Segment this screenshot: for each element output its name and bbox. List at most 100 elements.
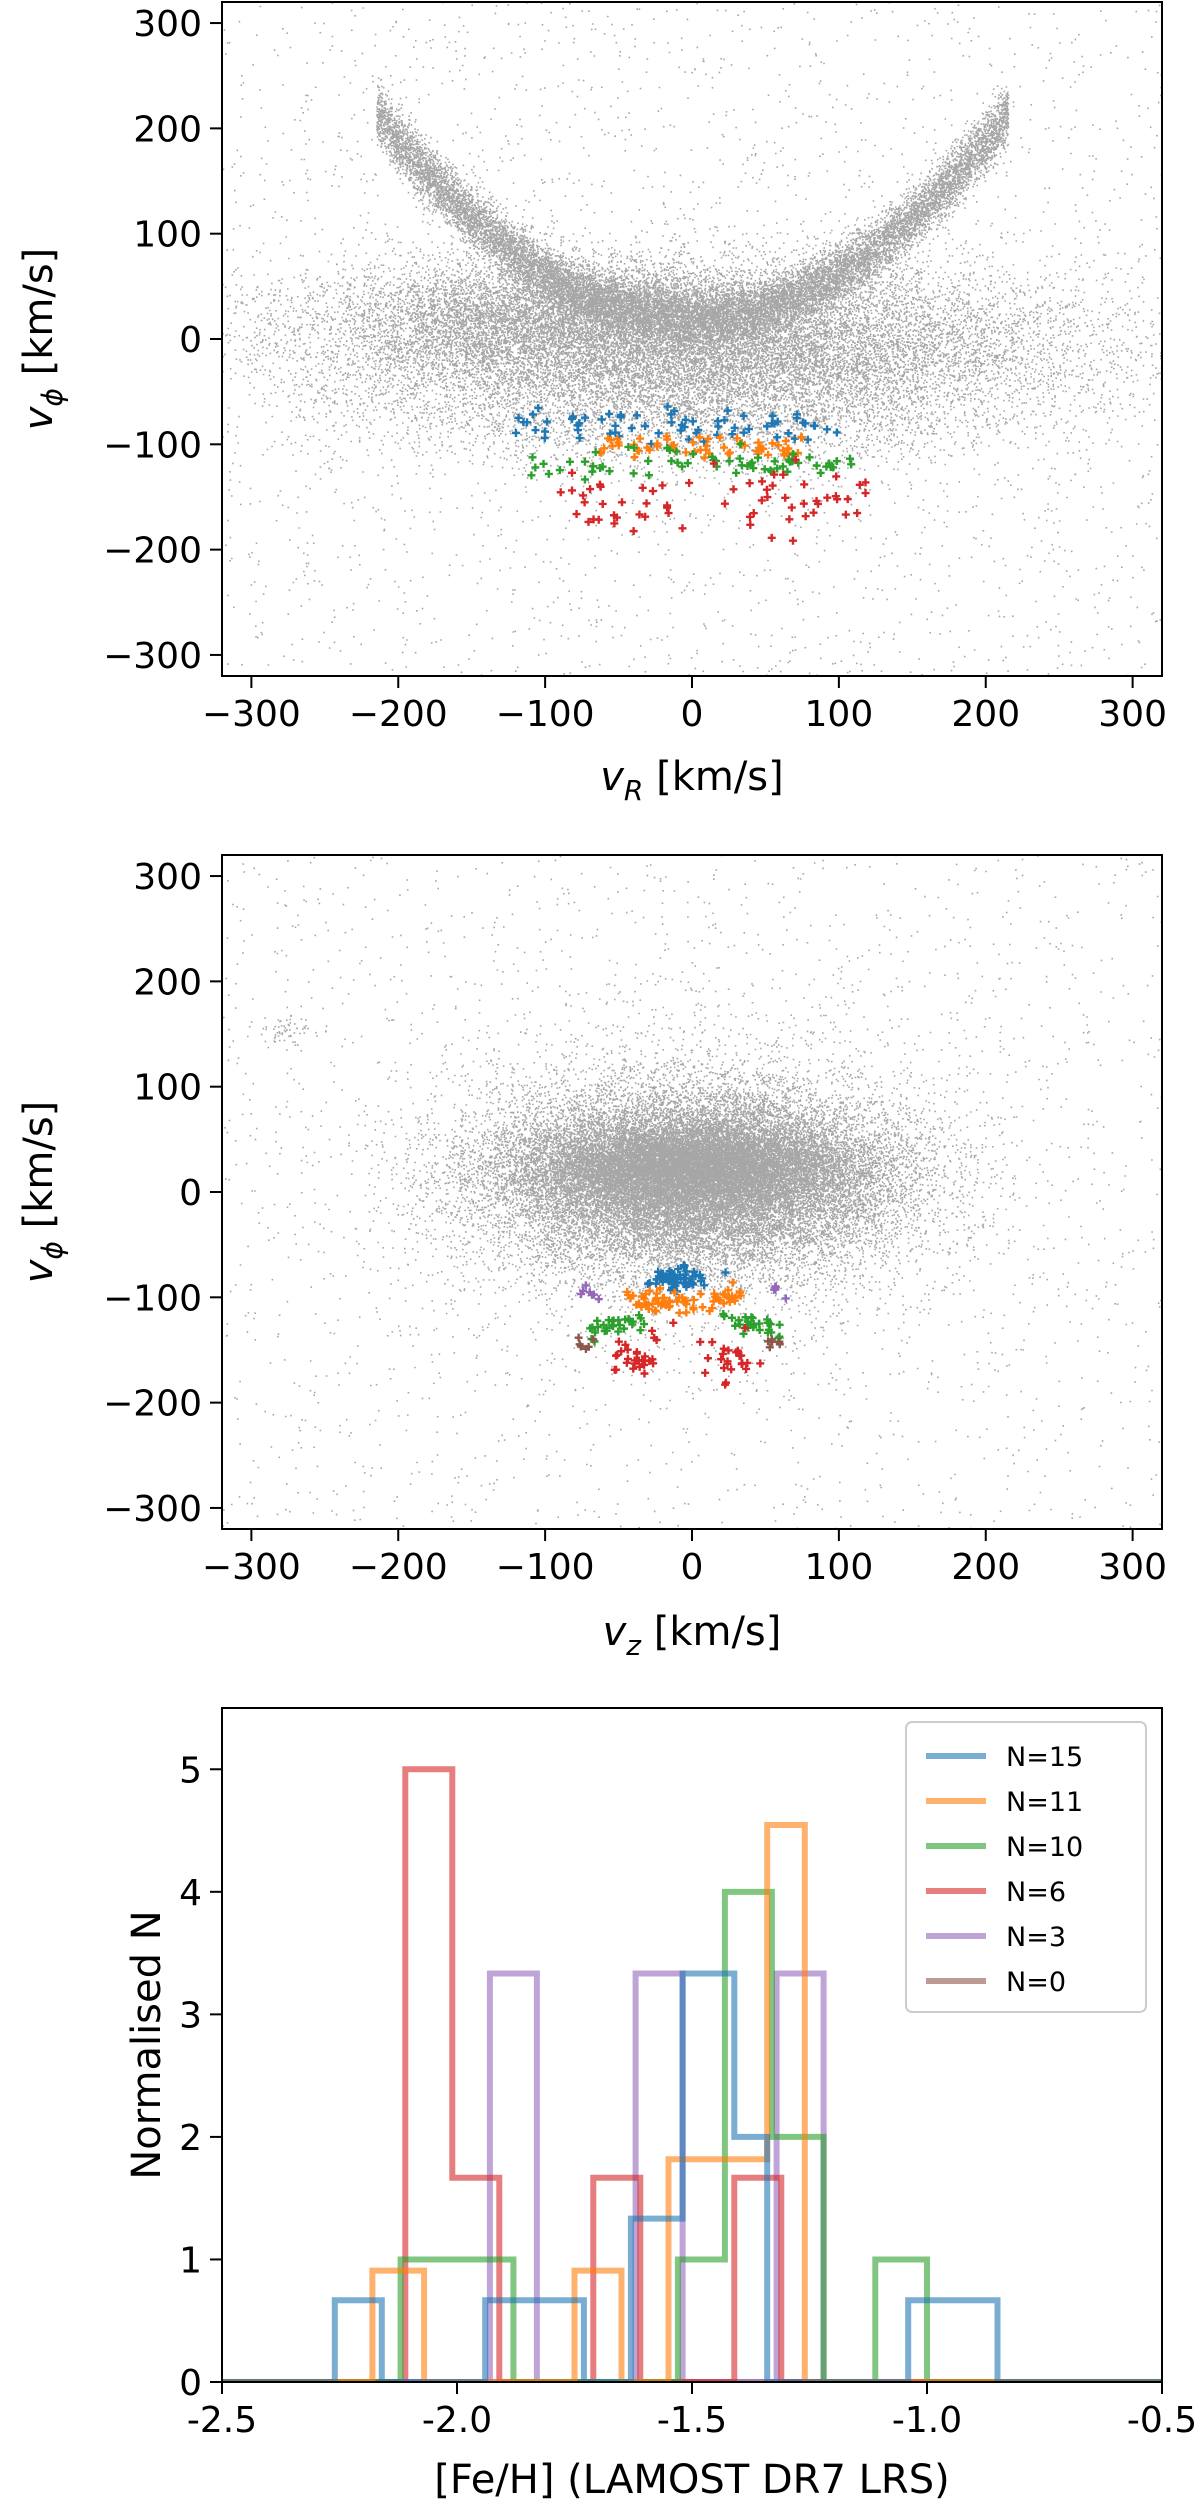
group-star (823, 425, 832, 434)
group-star (758, 477, 767, 486)
group-star (698, 1303, 707, 1312)
group-star (663, 435, 672, 444)
histograms (222, 1766, 1162, 2382)
group-star (555, 466, 564, 475)
group-star (744, 425, 753, 434)
group-star (664, 509, 673, 518)
group-star (810, 421, 819, 430)
group-star (634, 446, 643, 455)
group-star (572, 510, 581, 519)
group-star (614, 1316, 623, 1325)
group-star (656, 1284, 665, 1293)
group-star (746, 520, 755, 529)
group-star (823, 493, 832, 502)
group-star (658, 1277, 667, 1286)
member-group-2 (527, 439, 856, 484)
group-star (741, 1313, 750, 1322)
group-star (610, 519, 619, 528)
x-tick-label: 300 (1098, 694, 1167, 735)
group-star (679, 1261, 688, 1270)
group-star (630, 453, 639, 462)
group-star (637, 1302, 646, 1311)
group-star (724, 1286, 733, 1295)
group-star (575, 419, 584, 428)
group-star (605, 467, 614, 476)
group-star (643, 443, 652, 452)
histogram-step-n-10 (222, 1888, 1162, 2382)
group-star (809, 508, 818, 517)
x-tick-label: 0 (681, 694, 704, 735)
group-star (645, 1278, 654, 1287)
group-star (779, 470, 788, 479)
group-star (770, 470, 779, 479)
group-star (596, 463, 605, 472)
legend-label: N=11 (1006, 1787, 1083, 1818)
x-tick-label: −100 (496, 1547, 595, 1588)
group-star (682, 1296, 691, 1305)
group-star (801, 512, 810, 521)
group-star (584, 1342, 593, 1351)
group-star (632, 1349, 641, 1358)
group-star (565, 457, 574, 466)
legend: N=15 N=11 N=10 N=6 N=3 N=0 (905, 1721, 1147, 2013)
group-star (832, 472, 841, 481)
y-tick-label: 300 (133, 4, 202, 45)
group-star (688, 438, 697, 447)
group-star (591, 1328, 600, 1337)
group-star (749, 1323, 758, 1332)
x-tick-label: 0 (681, 1547, 704, 1588)
group-star (765, 1343, 774, 1352)
group-star (730, 423, 739, 432)
group-star (617, 498, 626, 507)
group-star (574, 426, 583, 435)
group-star (742, 1364, 751, 1373)
group-star (855, 480, 864, 489)
group-star (645, 1356, 654, 1365)
group-star (579, 1286, 588, 1295)
group-star (791, 455, 800, 464)
y-tick-label: 1 (179, 2240, 202, 2281)
group-star (541, 427, 550, 436)
group-star (624, 442, 633, 451)
group-star (763, 1318, 772, 1327)
group-star (593, 1316, 602, 1325)
member-group-0 (511, 402, 841, 448)
group-star (721, 1268, 730, 1277)
group-star (762, 485, 771, 494)
legend-label: N=0 (1006, 1967, 1066, 1998)
group-star (727, 1365, 736, 1374)
y-tick-label: 100 (133, 215, 202, 256)
group-star (688, 417, 697, 426)
group-star (580, 475, 589, 484)
group-star (636, 1326, 645, 1335)
group-star (689, 1267, 698, 1276)
y-tick-label: 300 (133, 857, 202, 898)
group-star (721, 1380, 730, 1389)
group-star (600, 444, 609, 453)
group-star (695, 433, 704, 442)
group-star (614, 441, 623, 450)
histogram-step-n-6 (222, 1766, 1162, 2382)
group-star (568, 486, 577, 495)
group-star (529, 410, 538, 419)
group-star (739, 428, 748, 437)
group-star (739, 411, 748, 420)
group-star (653, 439, 662, 448)
group-star (723, 1357, 732, 1366)
panel-middle-vz-vphi: −300 −200 −100 0 100 200 300 −300 −200 −100 0 100 20… (16, 854, 1167, 1662)
x-axis-label: vz [km/s] (603, 1609, 782, 1662)
group-star (514, 413, 523, 422)
group-star (843, 495, 852, 504)
group-star (663, 443, 672, 452)
x-tick-label: −300 (202, 1547, 301, 1588)
group-star (779, 446, 788, 455)
group-star (832, 428, 841, 437)
member-group-1 (595, 432, 806, 462)
y-axis-label: Normalised N (124, 1910, 170, 2179)
group-star (591, 448, 600, 457)
group-star (638, 483, 647, 492)
y-tick-label: 3 (179, 1995, 202, 2036)
group-star (728, 1278, 737, 1287)
group-star (784, 429, 793, 438)
x-tick-label: 100 (805, 694, 874, 735)
